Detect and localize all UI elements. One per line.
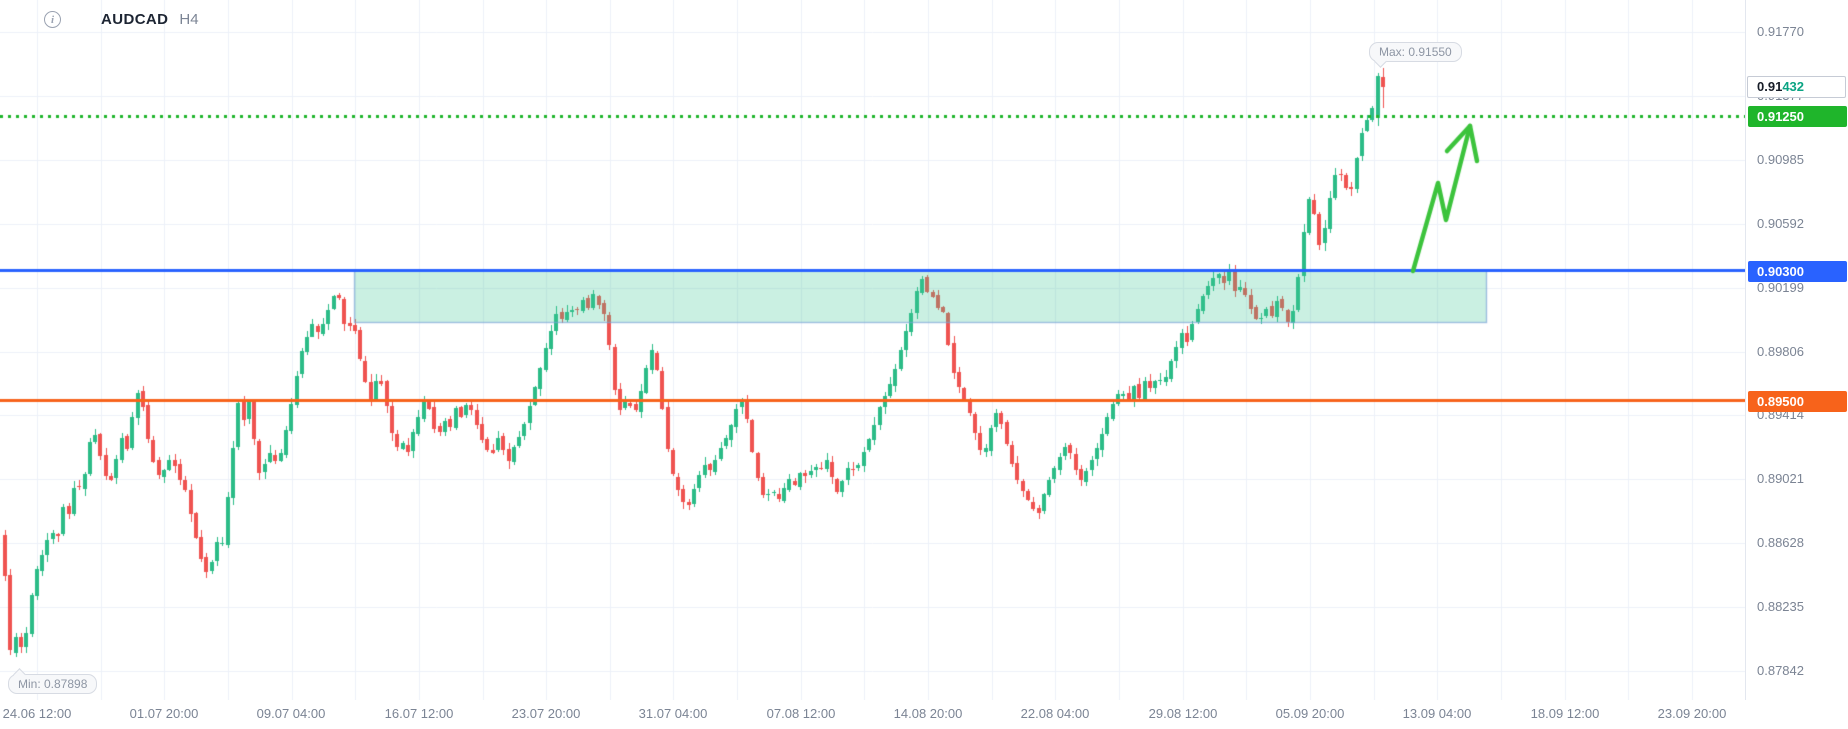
price-tick-label: 0.90985 <box>1757 151 1804 167</box>
current-price-prefix: 0.91 <box>1757 78 1783 94</box>
time-tick-label: 13.09 04:00 <box>1402 706 1472 721</box>
price-tick-label: 0.89021 <box>1757 471 1804 487</box>
price-level-tag: 0.89500 <box>1748 390 1847 412</box>
time-tick-label: 01.07 20:00 <box>129 706 199 721</box>
price-tick-label: 0.90199 <box>1757 279 1804 295</box>
time-axis[interactable]: 24.06 12:00 01.07 20:00 09.07 04:00 16.07 1… <box>0 700 1848 729</box>
time-tick-label: 18.09 12:00 <box>1530 706 1600 721</box>
symbol-title: AUDCAD <box>101 11 169 28</box>
price-tick-label: 0.88235 <box>1757 599 1804 615</box>
price-tick-label: 0.90592 <box>1757 215 1804 231</box>
time-tick-label: 05.09 20:00 <box>1275 706 1345 721</box>
price-level-tag: 0.90300 <box>1748 260 1847 282</box>
info-icon[interactable]: i <box>44 11 61 28</box>
time-tick-label: 29.08 12:00 <box>1148 706 1218 721</box>
time-tick-label: 23.07 20:00 <box>511 706 581 721</box>
time-tick-label: 14.08 20:00 <box>893 706 963 721</box>
min-tooltip-label: Min: 0.87898 <box>18 677 88 691</box>
price-tick-label: 0.91770 <box>1757 24 1804 39</box>
price-axis[interactable]: 0.917700.913770.909850.905920.901990.898… <box>1745 0 1848 700</box>
time-tick-label: 16.07 12:00 <box>384 706 454 721</box>
price-tick-label: 0.87842 <box>1757 663 1804 678</box>
time-tick-label: 07.08 12:00 <box>766 706 836 721</box>
current-price-suffix: 432 <box>1782 78 1805 94</box>
time-tick-label: 31.07 04:00 <box>638 706 708 721</box>
time-tick-label: 09.07 04:00 <box>256 706 326 721</box>
max-tooltip-label: Max: 0.91550 <box>1379 45 1452 59</box>
time-tick-label: 24.06 12:00 <box>2 706 72 721</box>
price-tick-label: 0.89806 <box>1757 343 1804 359</box>
max-price-tooltip: Max: 0.91550 <box>1369 42 1462 68</box>
price-tick-label: 0.88628 <box>1757 535 1804 551</box>
min-price-tooltip: Min: 0.87898 <box>8 668 98 694</box>
current-price-tag: 0.91432 <box>1747 75 1846 98</box>
symbol-header: i AUDCAD H4 <box>44 11 199 28</box>
time-tick-label: 22.08 04:00 <box>1020 706 1090 721</box>
price-level-tag: 0.91250 <box>1748 106 1847 128</box>
time-tick-label: 23.09 20:00 <box>1657 706 1727 721</box>
timeframe-label: H4 <box>179 11 199 28</box>
